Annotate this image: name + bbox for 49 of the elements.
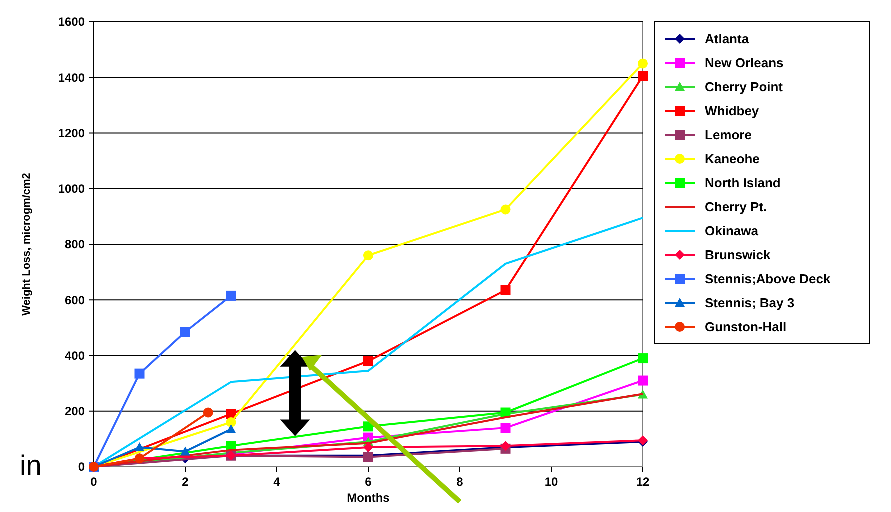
x-tick-label: 6 — [365, 475, 372, 489]
point — [134, 442, 145, 452]
point — [226, 290, 236, 301]
y-tick-label: 1400 — [58, 70, 86, 85]
point — [134, 368, 145, 379]
y-tick-label: 200 — [64, 404, 86, 419]
x-axis-title: Months — [347, 491, 390, 505]
point — [180, 327, 190, 338]
legend-label: Kaneohe — [705, 152, 760, 167]
x-tick-label: 4 — [274, 475, 281, 489]
y-tick-label: 1600 — [58, 15, 86, 30]
legend-label: Gunston-Hall — [705, 320, 787, 335]
y-tick-label: 600 — [64, 293, 86, 308]
legend-label: Stennis; Bay 3 — [705, 296, 795, 311]
legend-label: Stennis;Above Deck — [705, 272, 832, 287]
legend-label: Whidbey — [705, 104, 760, 119]
legend-label: Okinawa — [705, 224, 760, 239]
point — [638, 354, 648, 364]
x-tick-label: 2 — [182, 475, 190, 489]
legend-label: North Island — [705, 176, 781, 191]
legend-label: New Orleans — [705, 56, 784, 71]
point — [364, 356, 374, 366]
x-tick-label: 10 — [544, 475, 558, 489]
point — [226, 418, 236, 428]
point — [226, 424, 236, 434]
legend-label: Cherry Point — [705, 80, 784, 95]
x-tick-label: 12 — [636, 475, 650, 489]
text: in — [20, 450, 42, 481]
point — [638, 71, 648, 82]
y-tick-label: 0 — [78, 460, 86, 474]
y-tick-label: 1200 — [58, 126, 86, 140]
point — [500, 285, 511, 296]
legend-label: Atlanta — [705, 32, 750, 47]
x-tick-label: 0 — [90, 475, 98, 489]
legend-label: Cherry Pt. — [705, 200, 768, 215]
point — [203, 408, 214, 418]
point — [180, 446, 190, 456]
legend-label: Lemore — [705, 128, 752, 143]
y-tick-label: 400 — [64, 348, 86, 363]
y-axis-title: Weight Loss, microgm/cm2 — [21, 173, 33, 316]
x-tick-label: 8 — [456, 475, 464, 489]
point — [638, 58, 648, 69]
point — [500, 204, 511, 215]
y-tick-label: 800 — [64, 238, 86, 252]
y-tick-label: 1000 — [58, 182, 86, 196]
legend-label: Brunswick — [705, 248, 772, 263]
point — [364, 250, 374, 261]
point — [500, 423, 511, 434]
point — [638, 376, 648, 386]
